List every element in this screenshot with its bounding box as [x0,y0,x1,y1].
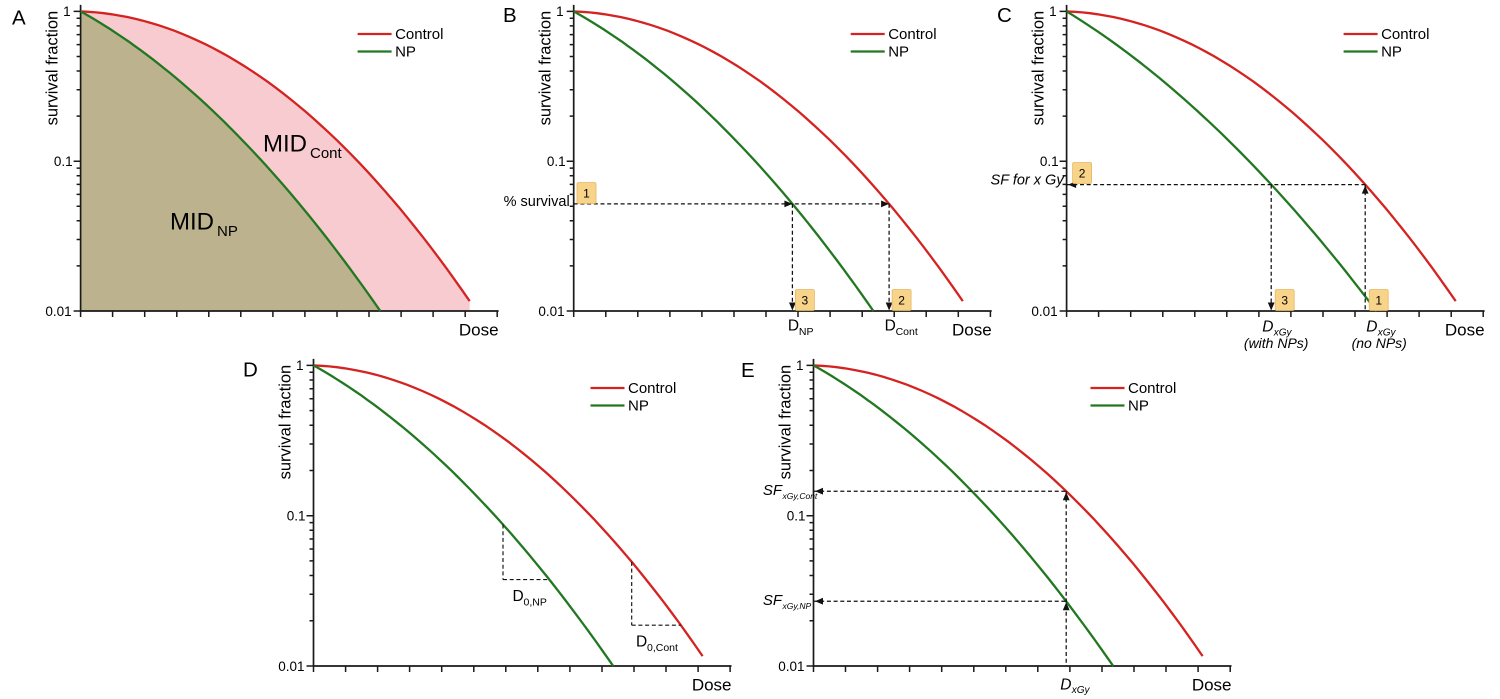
svg-text:NP: NP [1128,398,1149,415]
svg-text:Cont: Cont [896,326,918,338]
svg-text:0.01: 0.01 [538,304,564,319]
svg-text:survival fraction: survival fraction [1030,11,1048,126]
svg-text:survival fraction: survival fraction [777,365,795,480]
svg-text:0,NP: 0,NP [524,597,547,609]
svg-text:Control: Control [1128,380,1176,397]
svg-text:1: 1 [796,358,804,373]
svg-text:NP: NP [628,398,649,415]
svg-text:0.1: 0.1 [1040,154,1059,169]
svg-text:2: 2 [1079,166,1086,180]
svg-text:Control: Control [888,26,936,43]
svg-text:survival fraction: survival fraction [44,11,62,126]
svg-text:0.1: 0.1 [547,154,566,169]
svg-text:D: D [1262,319,1273,336]
svg-text:0.1: 0.1 [54,154,73,169]
svg-text:B: B [503,4,517,27]
svg-text:survival fraction: survival fraction [277,365,295,480]
svg-text:Control: Control [628,380,676,397]
svg-text:SF: SF [763,482,783,499]
svg-text:(with NPs): (with NPs) [1244,335,1309,351]
svg-text:NP: NP [799,326,814,338]
svg-text:xGy: xGy [1273,328,1293,339]
svg-text:1: 1 [1375,293,1382,307]
svg-text:C: C [997,4,1012,27]
svg-text:0.01: 0.01 [278,659,304,674]
svg-text:Cont: Cont [310,145,343,162]
svg-text:D: D [788,318,799,335]
svg-text:Control: Control [1381,26,1429,43]
svg-text:NP: NP [217,223,238,240]
svg-text:2: 2 [898,293,905,307]
svg-text:A: A [12,7,26,30]
svg-text:D: D [885,318,896,335]
svg-text:survival fraction: survival fraction [537,11,555,126]
svg-text:0.1: 0.1 [787,509,806,524]
svg-text:D: D [513,588,524,605]
svg-text:1: 1 [583,186,590,200]
svg-text:Dose: Dose [459,320,499,339]
svg-text:Dose: Dose [692,675,732,694]
svg-text:1: 1 [63,4,71,19]
svg-text:D: D [243,359,258,382]
svg-text:Dose: Dose [952,320,992,339]
svg-text:0.01: 0.01 [45,304,71,319]
svg-text:(no NPs): (no NPs) [1352,335,1407,351]
svg-text:Dose: Dose [1445,320,1485,339]
svg-text:1: 1 [556,4,564,19]
svg-text:1: 1 [296,358,304,373]
svg-text:3: 3 [802,293,809,307]
svg-text:xGy: xGy [1071,685,1091,696]
svg-text:0.01: 0.01 [778,659,804,674]
svg-text:NP: NP [395,44,416,61]
svg-text:xGy,Cont: xGy,Cont [782,491,818,501]
svg-text:SF: SF [763,592,783,609]
svg-text:3: 3 [1281,293,1288,307]
svg-text:D: D [636,634,647,651]
svg-text:E: E [741,359,755,382]
svg-text:0.1: 0.1 [287,509,306,524]
svg-text:MID: MID [263,131,307,158]
svg-text:% survival: % survival [504,194,570,210]
svg-text:D: D [1060,677,1071,694]
svg-text:D: D [1366,319,1377,336]
svg-text:xGy,NP: xGy,NP [782,601,812,611]
svg-text:xGy: xGy [1377,328,1397,339]
svg-text:1: 1 [1049,4,1057,19]
svg-text:MID: MID [170,209,214,236]
svg-text:0,Cont: 0,Cont [647,642,678,654]
svg-text:NP: NP [888,44,909,61]
svg-text:Dose: Dose [1192,675,1232,694]
svg-text:SF for x Gy: SF for x Gy [991,173,1065,189]
svg-text:0.01: 0.01 [1031,304,1057,319]
svg-text:NP: NP [1381,44,1402,61]
svg-text:Control: Control [395,26,443,43]
